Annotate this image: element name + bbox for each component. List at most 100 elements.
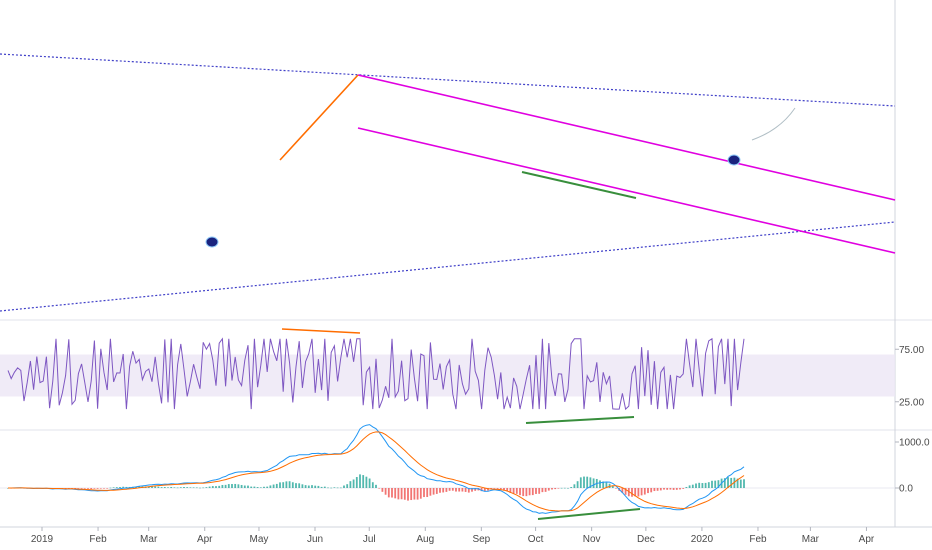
macd-histogram-bar [394, 488, 397, 499]
macd-histogram-bar [167, 487, 169, 488]
macd-histogram-bar [387, 488, 390, 498]
macd-histogram-bar [515, 488, 518, 494]
macd-histogram-bar [528, 488, 531, 496]
macd-histogram-bar [611, 485, 614, 488]
macd-histogram-bar [227, 484, 230, 488]
macd-histogram-bar [445, 488, 448, 492]
macd-histogram-bar [682, 488, 685, 489]
macd-histogram-bar [336, 487, 339, 489]
macd-histogram-bar [439, 488, 441, 493]
time-tick-label: Nov [583, 534, 601, 545]
macd-histogram-bar [547, 488, 550, 491]
macd-histogram-bar [119, 487, 121, 488]
macd-histogram-bar [419, 488, 422, 499]
time-tick-label: Mar [802, 534, 820, 545]
macd-histogram-bar [349, 481, 352, 488]
macd-tick-label: 1000.0 [899, 438, 930, 449]
macd-histogram-bar [538, 488, 541, 494]
macd-histogram-bar [93, 488, 96, 489]
descending-trendline[interactable] [0, 53, 896, 107]
macd-histogram-bar [688, 485, 691, 488]
macd-histogram-bar [243, 485, 246, 488]
macd-histogram-bar [506, 488, 509, 492]
macd-histogram-bar [381, 488, 384, 492]
macd-histogram-bar [240, 484, 243, 488]
macd-histogram-bar [384, 488, 387, 495]
macd-histogram-bar [663, 488, 665, 490]
macd-histogram-bar [413, 488, 416, 500]
macd-histogram-bar [531, 488, 534, 496]
channel-upper-line[interactable] [357, 74, 896, 201]
channel-lower-line[interactable] [357, 127, 896, 254]
macd-histogram-bar [407, 488, 409, 501]
macd-histogram-bar [295, 483, 297, 488]
macd-histogram-bar [391, 488, 393, 498]
ascending-trendline[interactable] [0, 221, 896, 312]
macd-histogram-bar [218, 485, 221, 488]
rsi-divergence-line[interactable] [525, 416, 635, 424]
macd-histogram-bar [192, 487, 195, 489]
macd-histogram-bar [304, 485, 307, 488]
rsi-divergence-line[interactable] [281, 328, 361, 334]
macd-divergence-line[interactable] [537, 508, 641, 520]
macd-histogram-bar [122, 486, 125, 488]
macd-histogram-bar [634, 488, 637, 497]
macd-histogram-bar [615, 488, 617, 489]
macd-histogram-bar [282, 482, 285, 488]
macd-histogram-bar [205, 487, 208, 488]
macd-histogram-bar [675, 488, 678, 490]
macd-histogram-bar [669, 488, 672, 490]
macd-histogram-bar [96, 488, 99, 489]
signal-marker [727, 154, 741, 166]
macd-histogram-bar [679, 488, 681, 490]
macd-histogram-bar [221, 484, 224, 488]
macd-histogram-bar [455, 488, 457, 492]
macd-histogram-bar [87, 488, 89, 489]
macd-histogram-bar [333, 487, 336, 488]
macd-histogram-bar [608, 483, 611, 488]
macd-histogram-bar [605, 482, 608, 488]
macd-histogram-bar [458, 488, 461, 492]
time-tick-label: Jun [307, 534, 323, 545]
macd-histogram-bar [83, 488, 86, 489]
macd-histogram-bar [189, 487, 192, 488]
macd-histogram-bar [592, 478, 595, 488]
macd-histogram-bar [627, 488, 630, 497]
macd-histogram-bar [563, 487, 566, 489]
macd-histogram-bar [106, 488, 109, 489]
macd-histogram-bar [307, 485, 310, 488]
macd-histogram-bar [487, 488, 489, 491]
macd-histogram-bar [186, 487, 189, 488]
macd-histogram-bar [224, 484, 227, 488]
macd-histogram-bar [263, 486, 265, 488]
macd-histogram-bar [416, 488, 419, 500]
macd-histogram-bar [483, 488, 486, 492]
divergence-line-price[interactable] [521, 171, 637, 199]
macd-histogram-bar [365, 476, 368, 488]
macd-histogram-bar [256, 487, 259, 488]
macd-histogram-bar [74, 488, 77, 489]
macd-histogram-bar [90, 488, 93, 489]
time-tick-label: 2019 [31, 534, 54, 545]
macd-histogram-bar [717, 480, 720, 488]
macd-histogram-bar [138, 486, 141, 488]
macd-histogram-bar [368, 478, 371, 488]
macd-histogram-bar [234, 483, 237, 488]
macd-histogram-bar [285, 481, 288, 488]
macd-histogram-bar [691, 484, 694, 488]
macd-histogram-bar [311, 485, 313, 488]
macd-histogram-bar [269, 485, 272, 488]
macd-histogram-bar [247, 485, 249, 488]
macd-histogram-bar [723, 478, 726, 488]
macd-histogram-bar [573, 484, 576, 488]
macd-histogram-bar [109, 487, 112, 489]
macd-histogram-bar [125, 486, 128, 488]
rally-trendline[interactable] [279, 74, 359, 161]
macd-histogram-bar [471, 488, 473, 492]
macd-histogram-bar [208, 486, 211, 488]
macd-histogram-bar [567, 487, 569, 489]
macd-histogram-bar [656, 488, 659, 491]
macd-histogram-bar [576, 481, 579, 488]
